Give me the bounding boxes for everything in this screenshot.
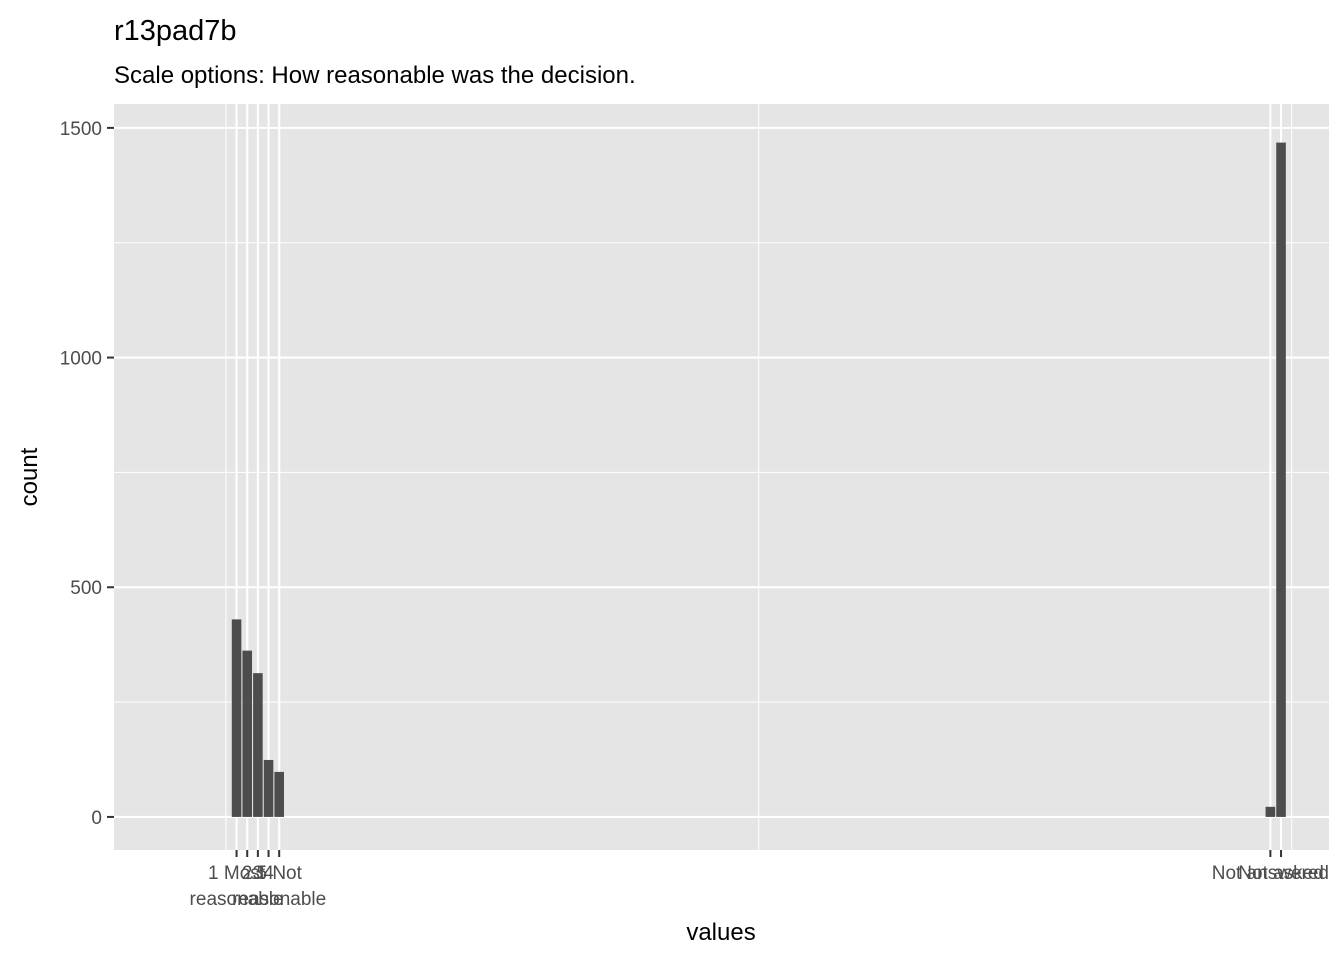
bar xyxy=(231,619,242,817)
chart-title: r13pad7b xyxy=(114,15,237,47)
y-tick-label: 500 xyxy=(70,578,102,599)
bar xyxy=(242,650,253,817)
y-axis-title: count xyxy=(16,447,43,506)
x-tick-label: 2 xyxy=(242,863,253,884)
x-tick-label: 4 xyxy=(263,863,274,884)
bar xyxy=(1276,142,1286,817)
x-tick-label: 5 Not reasonable xyxy=(232,863,326,910)
bars xyxy=(231,142,1286,817)
bar xyxy=(253,673,263,817)
x-tick-label: Not asked xyxy=(1238,863,1324,884)
y-tick-label: 1500 xyxy=(60,119,102,140)
y-axis: 0 500 1000 1500 xyxy=(60,119,114,829)
chart-subtitle: Scale options: How reasonable was the de… xyxy=(114,62,636,89)
bar xyxy=(263,759,274,817)
x-axis-title: values xyxy=(686,919,755,946)
y-tick-label: 1000 xyxy=(60,349,102,370)
x-tick-label: 3 xyxy=(253,863,264,884)
bar xyxy=(1265,806,1276,817)
x-tick-label: Not answered xyxy=(1212,863,1329,884)
plot-panel xyxy=(114,104,1329,850)
y-tick-label: 0 xyxy=(91,808,102,829)
x-tick-label: 1 Most reasonable xyxy=(190,863,284,910)
bar xyxy=(274,771,284,817)
panel-background xyxy=(114,104,1329,850)
